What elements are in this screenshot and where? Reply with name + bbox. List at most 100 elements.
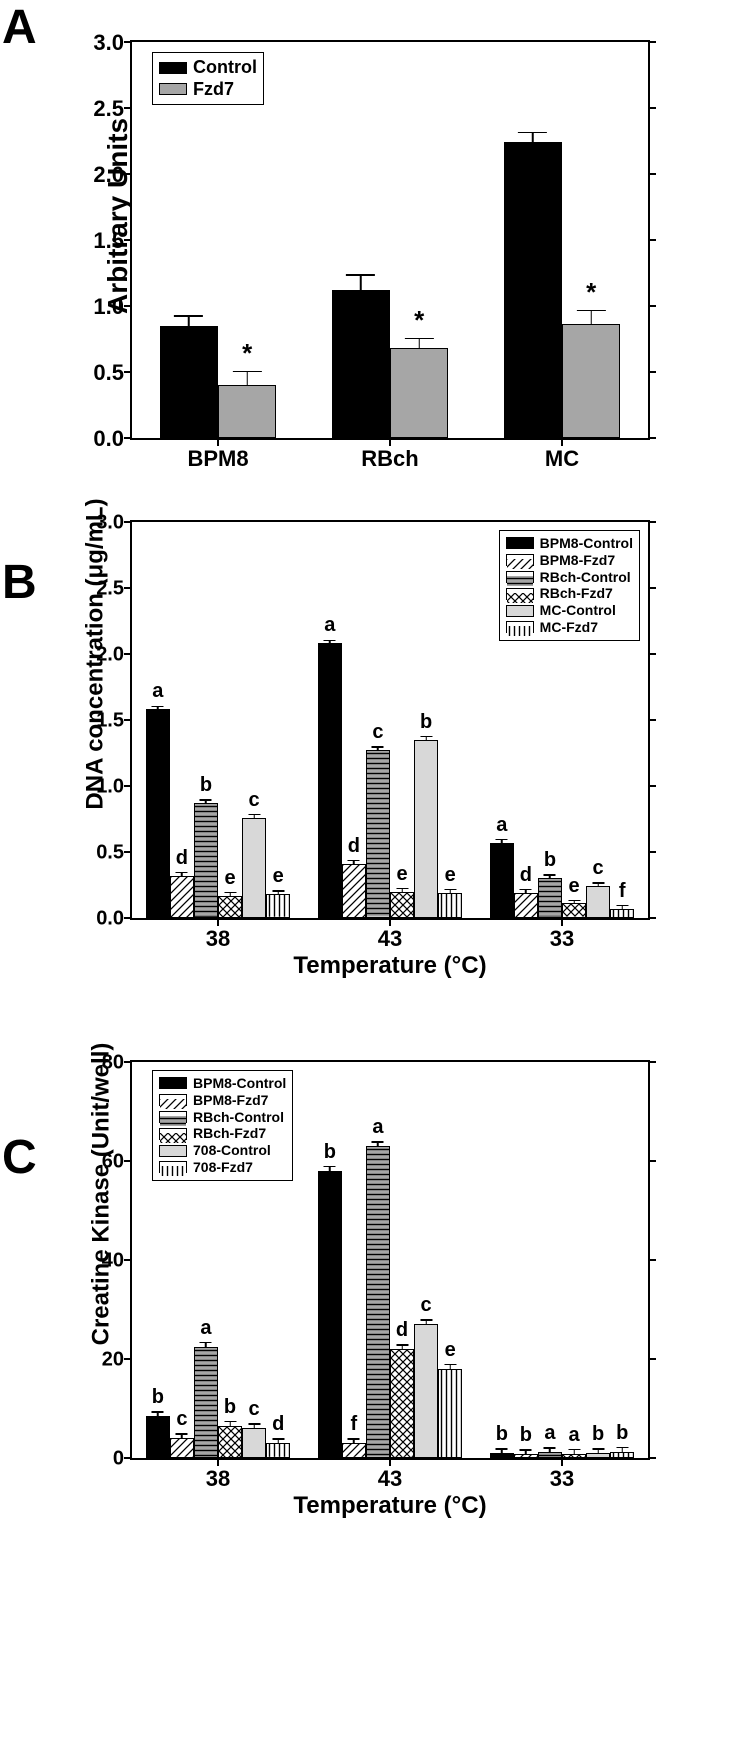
legend-item: 708-Control <box>159 1142 286 1159</box>
ytick-mark <box>648 785 656 787</box>
ytick-mark <box>124 173 132 175</box>
legend-item: BPM8-Fzd7 <box>506 552 633 569</box>
ytick-mark <box>648 587 656 589</box>
legend-text: 708-Fzd7 <box>193 1159 253 1176</box>
bar-annotation: b <box>520 1424 532 1447</box>
legend-item: RBch-Fzd7 <box>159 1125 286 1142</box>
bar <box>562 1454 586 1458</box>
bar <box>318 643 342 918</box>
xtick-mark <box>561 1458 563 1466</box>
ytick: 1.0 <box>72 294 132 320</box>
bar-annotation: d <box>272 1413 284 1436</box>
errorbar <box>591 310 592 325</box>
swatch-icon <box>159 1094 187 1106</box>
errorbar <box>377 746 378 750</box>
panel-c-legend: BPM8-ControlBPM8-Fzd7RBch-ControlRBch-Fz… <box>152 1070 293 1181</box>
bar-annotation: e <box>224 867 235 890</box>
legend-item: RBch-Control <box>159 1109 286 1126</box>
errorbar <box>329 640 330 644</box>
panel-c-label: C <box>2 1130 37 1185</box>
legend-text: RBch-Fzd7 <box>540 585 613 602</box>
errorbar <box>622 905 623 909</box>
legend-text: BPM8-Fzd7 <box>193 1092 268 1109</box>
panel-b-label: B <box>2 555 37 610</box>
bar <box>218 1426 242 1458</box>
bar-annotation: * <box>414 305 424 336</box>
bar <box>146 1416 170 1458</box>
errorbar <box>278 890 279 894</box>
errorbar <box>247 371 248 386</box>
bar <box>562 324 620 438</box>
legend-text: RBch-Control <box>193 1109 284 1126</box>
bar-annotation: d <box>520 864 532 887</box>
swatch-icon <box>159 1077 187 1089</box>
ytick-mark <box>124 785 132 787</box>
errorbar <box>598 882 599 886</box>
bar <box>342 1443 366 1458</box>
swatch-icon <box>159 62 187 74</box>
bar-annotation: a <box>152 680 163 703</box>
xtick-mark <box>217 1458 219 1466</box>
errorbar <box>574 1449 575 1454</box>
ytick-mark <box>648 305 656 307</box>
errorbar <box>278 1438 279 1443</box>
bar <box>538 878 562 918</box>
bar <box>610 1452 634 1458</box>
ytick: 2.5 <box>72 578 132 601</box>
errorbar <box>230 1421 231 1426</box>
legend-text: BPM8-Control <box>540 535 633 552</box>
figure: A Arbitrary Units Control Fzd7 0.00.51.0… <box>0 0 750 1520</box>
legend-item: MC-Control <box>506 602 633 619</box>
ytick-mark <box>124 1457 132 1459</box>
ytick-mark <box>648 1061 656 1063</box>
errorbar <box>549 1447 550 1452</box>
ytick-mark <box>648 41 656 43</box>
errorbar <box>532 132 533 143</box>
bar <box>366 1146 390 1458</box>
bar-annotation: * <box>242 338 252 369</box>
errorbar <box>360 274 361 290</box>
swatch-icon <box>159 1161 187 1173</box>
ytick: 0.5 <box>72 842 132 865</box>
ytick: 20 <box>72 1349 132 1372</box>
ytick-mark <box>124 437 132 439</box>
swatch-icon <box>159 83 187 95</box>
bar <box>242 818 266 918</box>
ytick-mark <box>648 653 656 655</box>
panel-a-label: A <box>2 0 37 55</box>
errorbar <box>450 1364 451 1369</box>
bar <box>414 1324 438 1458</box>
ytick-mark <box>124 851 132 853</box>
bar <box>514 893 538 918</box>
bar <box>146 709 170 918</box>
bar <box>342 864 366 918</box>
legend-item: 708-Fzd7 <box>159 1159 286 1176</box>
ytick-mark <box>124 305 132 307</box>
legend-text: BPM8-Control <box>193 1075 286 1092</box>
ytick: 0.0 <box>72 426 132 452</box>
errorbar <box>254 814 255 818</box>
bar <box>318 1171 342 1458</box>
errorbar <box>377 1141 378 1146</box>
xtick-mark <box>561 918 563 926</box>
swatch-icon <box>506 588 534 600</box>
swatch-icon <box>506 571 534 583</box>
legend-text: RBch-Fzd7 <box>193 1125 266 1142</box>
errorbar <box>181 872 182 876</box>
ytick: 0.5 <box>72 360 132 386</box>
ytick: 1.0 <box>72 776 132 799</box>
bar-annotation: a <box>324 614 335 637</box>
bar-annotation: c <box>372 721 383 744</box>
bar <box>390 348 448 438</box>
ytick-mark <box>124 1358 132 1360</box>
swatch-icon <box>506 621 534 633</box>
errorbar <box>419 338 420 349</box>
bar <box>586 1453 610 1458</box>
ytick-mark <box>648 239 656 241</box>
panel-c-chart: Creatine Kinase (Unit/well) BPM8-Control… <box>130 980 710 1520</box>
panel-b-chart: DNA concentration (μg/mL) BPM8-ControlBP… <box>130 440 710 980</box>
ytick-mark <box>648 719 656 721</box>
ytick-mark <box>648 371 656 373</box>
bar-annotation: e <box>396 863 407 886</box>
ytick-mark <box>648 1259 656 1261</box>
